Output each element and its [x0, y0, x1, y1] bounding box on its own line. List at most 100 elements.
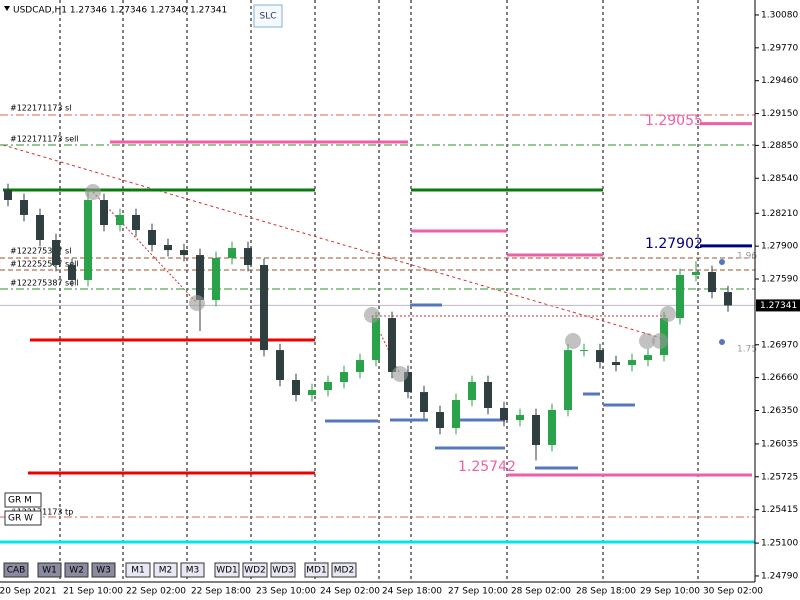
bottom-button-label[interactable]: WD2: [244, 566, 266, 576]
bottom-button[interactable]: [125, 562, 151, 578]
candle-body: [180, 250, 188, 256]
side-button-label[interactable]: GR W: [8, 514, 33, 524]
candle-body: [436, 412, 444, 429]
slc-button[interactable]: [253, 4, 283, 28]
bottom-button-label[interactable]: M1: [131, 566, 145, 576]
candle-body: [164, 244, 172, 251]
candle-body: [20, 200, 28, 215]
candle-body: [580, 350, 588, 352]
candle-body: [404, 372, 412, 393]
bottom-button[interactable]: [180, 562, 205, 578]
candle-body: [724, 292, 732, 306]
candle-body: [340, 372, 348, 382]
candle-body: [692, 272, 700, 275]
candle-body: [484, 381, 492, 408]
header: USDCAD,H1 1.27346 1.27346 1.27340 1.2734…: [13, 6, 227, 16]
candle-body: [644, 355, 652, 361]
bottom-button[interactable]: [242, 562, 268, 578]
x-tick-label: 21 Sep 10:00: [63, 587, 123, 597]
candle-body: [84, 200, 92, 280]
y-tick-label: 1.28210: [761, 209, 798, 219]
level-label: #122252507 sell: [10, 260, 79, 269]
bottom-button[interactable]: [3, 562, 29, 578]
candle-body: [532, 414, 540, 445]
level-label: #122171173 sell: [10, 135, 79, 144]
note: 1.75: [737, 345, 757, 355]
header-arrow: [4, 6, 10, 11]
candle-body: [308, 390, 316, 396]
bottom-button-label[interactable]: W1: [42, 566, 57, 576]
marker-dot: [719, 259, 725, 265]
y-tick-label: 1.27590: [761, 275, 798, 285]
bottom-button[interactable]: [331, 562, 357, 578]
candle-body: [708, 272, 716, 293]
candle-body: [676, 274, 684, 319]
candle-body: [116, 214, 124, 226]
bottom-button-label[interactable]: MD1: [306, 566, 326, 576]
candle-body: [516, 414, 524, 421]
candle-body: [260, 265, 268, 351]
candle-body: [468, 381, 476, 401]
trend-line: [92, 191, 198, 304]
bottom-button[interactable]: [304, 562, 329, 578]
candle-body: [356, 360, 364, 373]
x-tick-label: 29 Sep 10:00: [640, 587, 700, 597]
level-label: #122171173 tp: [10, 508, 73, 517]
x-tick-label: 23 Sep 10:00: [256, 587, 316, 597]
candle-body: [100, 200, 108, 226]
level-label: 1.29055: [645, 113, 703, 129]
price-tag-label: 1.27341: [760, 301, 797, 311]
candle-body: [292, 379, 300, 396]
y-tick-label: 1.29460: [761, 76, 798, 86]
side-button[interactable]: [4, 510, 42, 526]
bottom-button-label[interactable]: CAB: [7, 566, 26, 576]
bottom-button[interactable]: [37, 562, 62, 578]
candle-body: [324, 381, 332, 391]
bottom-button-label[interactable]: W3: [96, 566, 111, 576]
x-tick-label: 20 Sep 2021: [0, 587, 57, 597]
y-tick-label: 1.25725: [761, 472, 798, 482]
x-tick-label: 22 Sep 18:00: [191, 587, 251, 597]
candle-body: [564, 350, 572, 410]
bottom-button[interactable]: [153, 562, 178, 578]
y-tick-label: 1.29150: [761, 109, 798, 119]
y-tick-label: 1.25415: [761, 505, 798, 515]
candle-body: [500, 407, 508, 421]
x-tick-label: 24 Sep 02:00: [320, 587, 380, 597]
bottom-button-label[interactable]: W2: [69, 566, 84, 576]
y-tick-label: 1.28850: [761, 141, 798, 151]
bottom-button[interactable]: [64, 562, 89, 578]
candle-body: [68, 265, 76, 280]
bottom-button[interactable]: [91, 562, 116, 578]
price-tag: [756, 299, 800, 312]
note: 1.96: [737, 252, 757, 262]
y-tick-label: 1.25100: [761, 539, 798, 549]
bottom-button-label[interactable]: M3: [186, 566, 200, 576]
blue-segments: [325, 303, 635, 470]
y-tick-label: 1.24790: [761, 571, 798, 581]
candle-body: [612, 362, 620, 366]
candle-body: [548, 409, 556, 445]
marker-dot: [719, 339, 725, 345]
y-tick-label: 1.26350: [761, 406, 798, 416]
bottom-button-label[interactable]: M2: [159, 566, 173, 576]
candle-body: [452, 400, 460, 429]
bottom-button-label[interactable]: WD1: [216, 566, 238, 576]
bottom-button[interactable]: [214, 562, 240, 578]
markers: [85, 184, 676, 382]
side-button-label[interactable]: GR M: [8, 496, 32, 506]
candle-body: [196, 255, 204, 301]
bottom-button-label[interactable]: MD2: [334, 566, 354, 576]
x-tick-label: 28 Sep 02:00: [511, 587, 571, 597]
x-tick-label: 27 Sep 10:00: [448, 587, 508, 597]
y-tick-label: 1.26970: [761, 340, 798, 350]
bottom-button-label[interactable]: WD3: [272, 566, 294, 576]
level-label: #122275387 sell: [10, 279, 79, 288]
x-tick-label: 22 Sep 02:00: [126, 587, 186, 597]
slc-label[interactable]: SLC: [259, 12, 276, 22]
level-label: 1.27902: [645, 236, 703, 252]
side-button[interactable]: [4, 492, 42, 508]
candle-body: [228, 248, 236, 259]
bottom-button[interactable]: [270, 562, 296, 578]
y-tick-label: 1.27900: [761, 242, 798, 252]
